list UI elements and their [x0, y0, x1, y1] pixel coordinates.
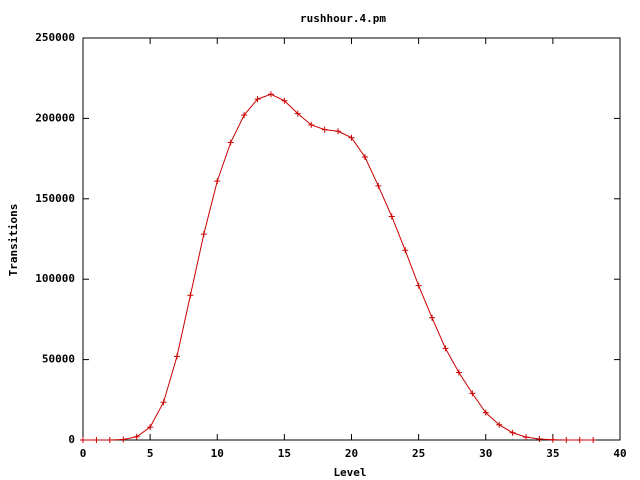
point-marker — [335, 128, 342, 135]
point-marker — [348, 134, 355, 141]
point-marker — [93, 437, 100, 443]
point-marker — [415, 282, 422, 289]
point-marker — [563, 437, 570, 443]
x-tick-label: 0 — [80, 447, 87, 460]
point-marker — [523, 434, 530, 441]
point-marker — [549, 436, 556, 443]
point-marker — [281, 97, 288, 104]
point-marker — [147, 424, 154, 431]
point-marker — [160, 399, 167, 406]
point-marker — [536, 436, 543, 443]
x-tick-label: 5 — [147, 447, 154, 460]
point-marker — [187, 292, 194, 299]
point-marker — [442, 345, 449, 352]
x-tick-label: 25 — [412, 447, 425, 460]
point-marker — [576, 437, 583, 443]
x-tick-label: 40 — [613, 447, 626, 460]
point-marker — [509, 429, 516, 436]
y-tick-label: 250000 — [35, 31, 75, 44]
point-marker — [80, 437, 86, 443]
x-tick-label: 30 — [479, 447, 492, 460]
point-marker — [402, 247, 409, 254]
x-tick-label: 10 — [211, 447, 224, 460]
y-tick-label: 100000 — [35, 272, 75, 285]
point-marker — [429, 314, 436, 321]
point-marker — [120, 436, 127, 443]
point-marker — [227, 139, 234, 146]
point-marker — [254, 96, 261, 103]
point-marker — [469, 390, 476, 397]
point-marker — [214, 178, 221, 185]
point-marker — [455, 369, 462, 376]
y-tick-label: 50000 — [42, 353, 75, 366]
point-marker — [173, 353, 180, 360]
x-axis-label: Level — [333, 466, 366, 479]
point-marker — [388, 213, 395, 220]
point-marker — [267, 91, 274, 98]
point-marker — [482, 409, 489, 416]
x-tick-label: 35 — [546, 447, 559, 460]
y-tick-label: 0 — [68, 433, 75, 446]
point-marker — [496, 421, 503, 428]
point-marker — [106, 437, 113, 443]
x-tick-label: 15 — [278, 447, 291, 460]
y-tick-label: 200000 — [35, 111, 75, 124]
point-marker — [375, 182, 382, 189]
point-marker — [361, 153, 368, 160]
point-marker — [200, 231, 207, 238]
y-tick-label: 150000 — [35, 192, 75, 205]
point-marker — [133, 433, 140, 440]
point-marker — [294, 110, 301, 117]
point-marker — [308, 121, 315, 128]
point-marker — [241, 112, 248, 119]
chart-title: rushhour.4.pm — [300, 12, 386, 25]
point-marker — [590, 437, 597, 443]
y-axis-label: Transitions — [7, 204, 20, 277]
point-marker — [321, 126, 328, 133]
x-tick-label: 20 — [345, 447, 358, 460]
